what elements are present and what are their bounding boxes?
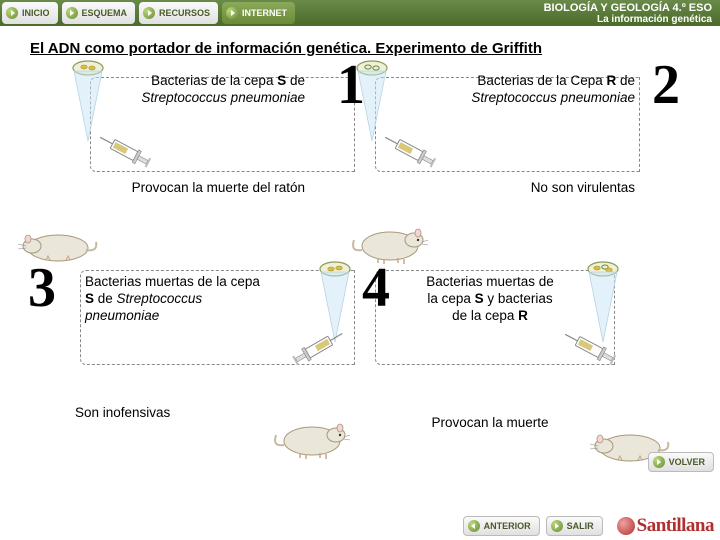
nav-esquema[interactable]: ESQUEMA — [62, 2, 136, 24]
salir-label: SALIR — [567, 521, 594, 531]
panel-2: 2 Bacterias de la Cepa R de Streptococcu… — [370, 65, 705, 260]
bottom-bar: ANTERIOR SALIR Santillana — [0, 512, 720, 540]
panel-result: Son inofensivas — [75, 405, 275, 422]
play-icon — [226, 7, 238, 19]
nav-inicio[interactable]: INICIO — [2, 2, 58, 24]
salir-button[interactable]: SALIR — [546, 516, 603, 536]
brand-text: Santillana — [637, 515, 714, 537]
panel-description: Bacterias de la Cepa R de Streptococcus … — [435, 73, 635, 107]
panel-number: 2 — [652, 53, 680, 117]
panel-description: Bacterias muertas de la cepa S y bacteri… — [420, 274, 560, 325]
experiment-panels: 1 Bacterias de la cepa S de Streptococcu… — [0, 65, 720, 480]
panel-3: 3 Bacterias muertas de la cepa S de Stre… — [30, 270, 365, 465]
nav-label: ESQUEMA — [82, 8, 128, 18]
panel-result: Provocan la muerte — [420, 415, 560, 432]
nav-label: RECURSOS — [159, 8, 210, 18]
panel-1: 1 Bacterias de la cepa S de Streptococcu… — [30, 65, 365, 260]
play-icon — [6, 7, 18, 19]
mouse-icon — [270, 415, 352, 459]
volver-label: VOLVER — [669, 457, 705, 467]
panel-number: 3 — [28, 256, 56, 320]
nav-label: INICIO — [22, 8, 50, 18]
nav-label: INTERNET — [242, 8, 287, 18]
panel-description: Bacterias muertas de la cepa S de Strept… — [85, 274, 265, 325]
header-title-block: BIOLOGÍA Y GEOLOGÍA 4.º ESO La informaci… — [544, 2, 720, 25]
nav-internet[interactable]: INTERNET — [222, 2, 295, 24]
volver-button[interactable]: VOLVER — [648, 452, 714, 472]
top-bar: INICIO ESQUEMA RECURSOS INTERNET BIOLOGÍ… — [0, 0, 720, 26]
panel-result: Provocan la muerte del ratón — [105, 180, 305, 197]
back-icon — [468, 520, 480, 532]
panel-description: Bacterias de la cepa S de Streptococcus … — [105, 73, 305, 107]
play-icon — [551, 520, 563, 532]
play-icon — [66, 7, 78, 19]
brand-logo: Santillana — [617, 515, 714, 537]
header-title-2: La información genética — [544, 14, 712, 25]
play-icon — [653, 456, 665, 468]
nav-recursos[interactable]: RECURSOS — [139, 2, 218, 24]
panel-result: No son virulentas — [435, 180, 635, 197]
panel-4: 4 Bacterias muertas de la cepa S y bacte… — [370, 270, 705, 465]
header-title-1: BIOLOGÍA Y GEOLOGÍA 4.º ESO — [544, 2, 712, 14]
anterior-label: ANTERIOR — [484, 521, 531, 531]
panel-number: 4 — [362, 256, 390, 320]
anterior-button[interactable]: ANTERIOR — [463, 516, 540, 536]
brand-dot-icon — [617, 517, 635, 535]
play-icon — [143, 7, 155, 19]
